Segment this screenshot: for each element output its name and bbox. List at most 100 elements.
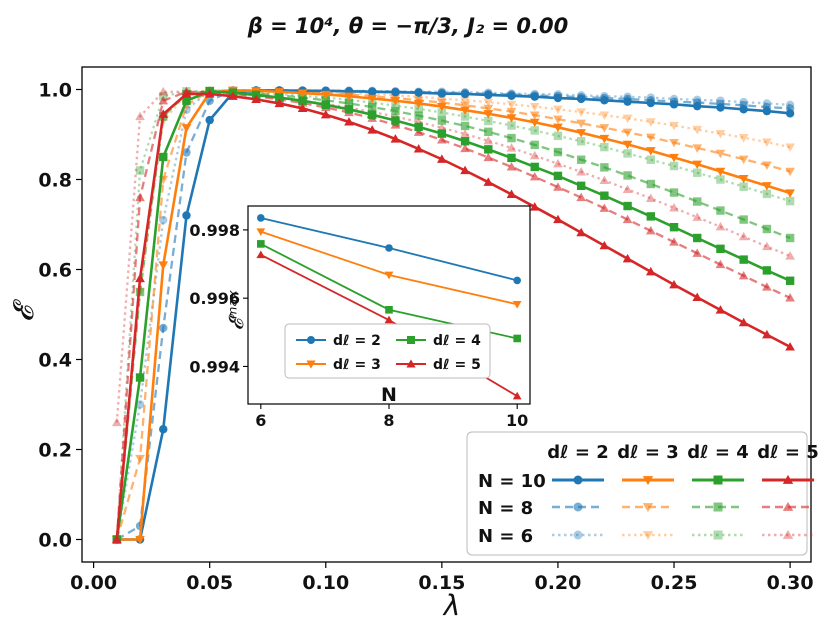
main-data-point bbox=[553, 147, 563, 157]
main-data-point bbox=[506, 107, 517, 117]
main-data-point bbox=[529, 111, 540, 120]
main-y-tick-label: 0.8 bbox=[38, 170, 72, 192]
main-legend-swatch-marker bbox=[642, 476, 654, 486]
main-data-point bbox=[785, 167, 795, 177]
main-data-point bbox=[297, 89, 308, 98]
main-data-point bbox=[368, 87, 377, 96]
main-data-point bbox=[669, 188, 679, 197]
inset-x-tick-label: 10 bbox=[506, 411, 528, 430]
main-data-point bbox=[506, 143, 517, 152]
main-data-point bbox=[135, 373, 145, 382]
main-data-point bbox=[715, 305, 726, 314]
main-x-tick-label: 0.20 bbox=[534, 572, 581, 594]
main-data-point bbox=[600, 163, 609, 172]
main-data-point bbox=[553, 115, 563, 125]
inset-series-group bbox=[257, 214, 521, 285]
main-data-point bbox=[159, 323, 168, 333]
inset-x-tick-label: 8 bbox=[383, 411, 394, 430]
main-data-point bbox=[739, 215, 748, 224]
main-legend-row-label: N = 8 bbox=[478, 498, 533, 519]
main-y-ticks: 0.0 0.2 0.4 0.6 0.8 1.0 bbox=[38, 80, 82, 552]
main-data-point bbox=[669, 279, 679, 289]
main-data-point bbox=[506, 100, 517, 110]
main-data-point bbox=[645, 147, 656, 156]
main-data-point bbox=[529, 202, 540, 211]
main-data-point bbox=[716, 103, 725, 112]
main-legend: dℓ = 2 dℓ = 3 dℓ = 4 dℓ = 5 N = 10 N = 8 N = 6 bbox=[466, 431, 819, 556]
main-data-point bbox=[321, 96, 330, 105]
main-data-point bbox=[576, 167, 586, 176]
main-data-point bbox=[414, 104, 423, 114]
inset-y-tick-label: 0.998 bbox=[189, 221, 240, 240]
main-data-point bbox=[414, 111, 423, 120]
main-data-point bbox=[344, 105, 354, 114]
main-data-point bbox=[484, 145, 493, 154]
main-data-point bbox=[738, 155, 749, 165]
main-data-point bbox=[762, 161, 772, 170]
main-data-point bbox=[483, 104, 494, 114]
main-data-point bbox=[599, 175, 610, 185]
inset-data-point bbox=[513, 334, 521, 343]
inset-plot: 6 8 10 0.994 0.996 0.998 N 𝓔ᵐᵃˣ dℓ = 2 dℓ = 3… bbox=[189, 205, 531, 430]
inset-y-axis-label: 𝓔ᵐᵃˣ bbox=[224, 290, 248, 331]
main-data-point bbox=[785, 233, 795, 243]
main-legend-swatch-marker bbox=[713, 502, 723, 512]
main-data-point bbox=[692, 125, 703, 135]
main-data-point bbox=[715, 259, 726, 269]
main-data-point bbox=[391, 88, 400, 97]
inset-data-point bbox=[512, 301, 522, 309]
main-data-point bbox=[576, 94, 586, 104]
chart-title: β = 10⁴, θ = −π/3, J₂ = 0.00 bbox=[247, 14, 568, 38]
main-data-point bbox=[576, 192, 586, 202]
main-data-point bbox=[622, 253, 633, 263]
main-data-point bbox=[507, 133, 516, 143]
main-data-point bbox=[599, 124, 610, 133]
main-data-point bbox=[158, 95, 169, 105]
main-data-point bbox=[646, 179, 656, 189]
main-data-point bbox=[414, 88, 423, 97]
main-y-tick-label: 0.2 bbox=[38, 440, 72, 462]
inset-x-axis-label: N bbox=[381, 384, 397, 406]
main-data-point bbox=[623, 171, 632, 180]
main-data-point bbox=[553, 123, 563, 133]
main-data-point bbox=[460, 101, 470, 111]
main-data-point bbox=[159, 425, 168, 434]
main-data-point bbox=[460, 112, 470, 121]
inset-legend-label: dℓ = 5 bbox=[433, 357, 481, 373]
main-data-point bbox=[576, 227, 586, 237]
main-data-point bbox=[762, 241, 772, 251]
main-data-point bbox=[391, 116, 400, 125]
main-data-point bbox=[483, 177, 494, 186]
main-data-point bbox=[715, 129, 726, 139]
main-x-tick-label: 0.25 bbox=[651, 572, 698, 594]
main-data-point bbox=[321, 100, 330, 109]
main-data-point bbox=[182, 96, 191, 105]
main-data-point bbox=[692, 160, 703, 170]
main-data-point bbox=[692, 212, 703, 221]
main-data-point bbox=[205, 115, 214, 125]
main-data-point bbox=[367, 125, 378, 134]
inset-series-group bbox=[256, 228, 522, 309]
inset-x-ticks: 6 8 10 bbox=[255, 404, 528, 430]
main-data-point bbox=[669, 203, 679, 212]
main-x-tick-label: 0.00 bbox=[70, 572, 117, 594]
main-data-point bbox=[576, 155, 586, 164]
main-data-point bbox=[413, 99, 424, 109]
inset-data-point bbox=[512, 391, 522, 400]
main-data-point bbox=[576, 181, 586, 190]
main-data-point bbox=[368, 102, 377, 112]
main-data-point bbox=[111, 534, 122, 544]
main-data-point bbox=[785, 293, 795, 302]
main-data-point bbox=[762, 224, 772, 234]
main-data-point bbox=[622, 128, 633, 138]
main-data-point bbox=[693, 233, 702, 243]
main-data-point bbox=[135, 400, 145, 409]
inset-y-ticks: 0.994 0.996 0.998 bbox=[189, 221, 248, 376]
main-data-point bbox=[553, 131, 563, 141]
main-data-point bbox=[785, 189, 795, 198]
main-data-point bbox=[762, 138, 772, 147]
main-data-point bbox=[437, 154, 447, 163]
main-data-point bbox=[600, 142, 609, 152]
main-data-point bbox=[715, 149, 726, 159]
main-data-point bbox=[762, 189, 772, 199]
